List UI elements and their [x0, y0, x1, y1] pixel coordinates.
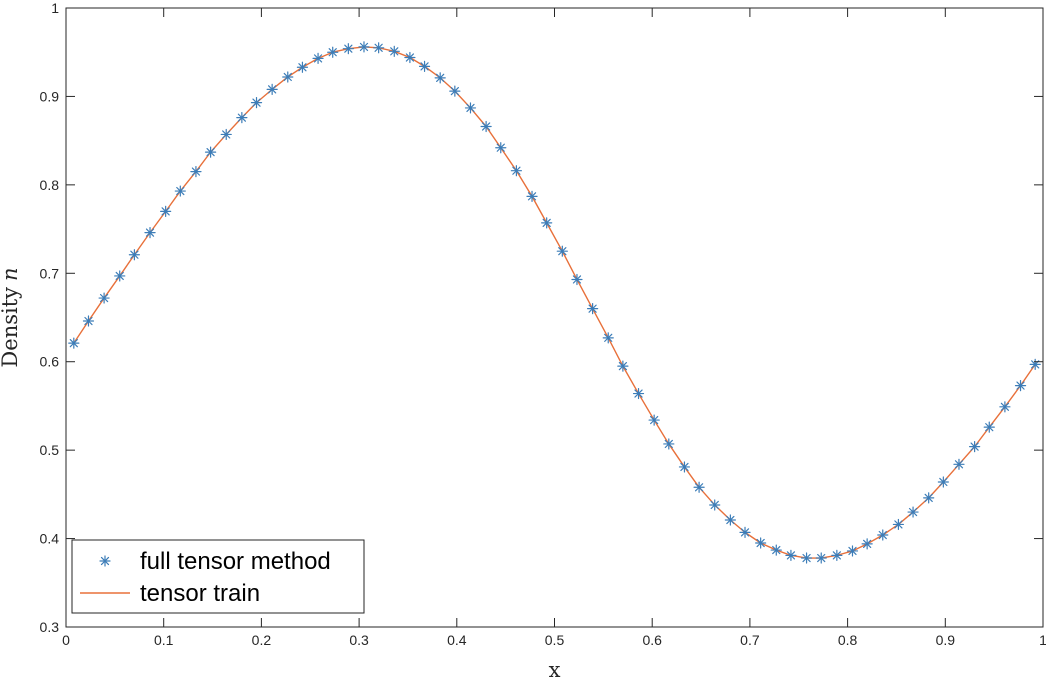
- y-tick-label: 0.3: [40, 619, 60, 635]
- data-point-full-tensor: [953, 458, 965, 470]
- data-point-full-tensor: [1014, 379, 1027, 392]
- y-axis-label-text: Density: [0, 287, 22, 368]
- data-point-full-tensor: [250, 97, 263, 109]
- x-tick-label: 0.9: [936, 632, 956, 648]
- data-point-full-tensor: [82, 315, 95, 327]
- data-point-full-tensor: [526, 190, 538, 202]
- x-tick-label: 1: [1039, 632, 1046, 648]
- x-tick-label: 0.5: [545, 632, 565, 648]
- y-axis-label: Density n: [0, 267, 22, 367]
- data-point-full-tensor: [770, 544, 782, 556]
- series-layer: [68, 41, 1041, 564]
- series-line-tensor-train: [73, 46, 1036, 559]
- data-point-full-tensor: [983, 421, 995, 433]
- data-point-full-tensor: [969, 441, 981, 453]
- data-point-full-tensor: [556, 245, 568, 257]
- data-point-full-tensor: [327, 46, 339, 58]
- data-point-full-tensor: [128, 249, 140, 261]
- x-tick-label: 0: [62, 632, 70, 648]
- data-point-full-tensor: [602, 332, 614, 344]
- data-point-full-tensor: [739, 526, 751, 538]
- tick-labels-layer: 0 0.1 0.2 0.3 0.4 0.5 0.6 0.7 0.8 0.9 1 0.3 0.4 0.5 0.…: [40, 0, 1046, 648]
- data-point-full-tensor: [190, 165, 202, 178]
- y-tick-label: 0.9: [40, 88, 60, 104]
- data-point-full-tensor: [68, 337, 80, 349]
- data-point-full-tensor: [831, 549, 843, 561]
- data-point-full-tensor: [678, 461, 691, 473]
- legend-asterisk: [99, 555, 111, 567]
- data-point-full-tensor: [999, 401, 1011, 413]
- data-point-full-tensor: [755, 537, 767, 549]
- data-point-full-tensor: [785, 549, 797, 561]
- data-point-full-tensor: [418, 60, 431, 72]
- y-tick-label: 0.4: [40, 531, 60, 547]
- plot-area: [66, 8, 1043, 627]
- legend-box: [71, 539, 365, 614]
- y-tick-label: 1: [51, 0, 59, 16]
- data-point-full-tensor: [815, 552, 827, 564]
- data-point-full-tensor: [923, 492, 935, 504]
- data-point-full-tensor: [648, 414, 660, 426]
- data-point-full-tensor: [617, 360, 629, 372]
- data-point-full-tensor: [282, 71, 294, 83]
- data-point-full-tensor: [98, 292, 110, 304]
- data-point-full-tensor: [907, 506, 919, 518]
- data-point-full-tensor: [449, 85, 461, 97]
- x-tick-label: 0.8: [838, 632, 858, 648]
- data-point-full-tensor: [937, 476, 949, 488]
- data-point-full-tensor: [358, 41, 370, 53]
- y-tick-label: 0.6: [40, 354, 60, 370]
- x-tick-label: 0.2: [252, 632, 272, 648]
- data-point-full-tensor: [861, 538, 873, 550]
- legend: full tensor method tensor train: [71, 539, 365, 614]
- data-point-full-tensor: [480, 120, 492, 133]
- data-point-full-tensor: [800, 552, 813, 564]
- data-point-full-tensor: [373, 42, 385, 54]
- x-tick-label: 0.4: [447, 632, 467, 648]
- legend-label-tensor-train: tensor train: [140, 580, 260, 607]
- data-point-full-tensor: [342, 43, 354, 55]
- x-tick-label: 0.3: [349, 632, 369, 648]
- data-point-full-tensor: [495, 142, 507, 154]
- data-point-full-tensor: [220, 128, 232, 141]
- data-point-full-tensor: [144, 227, 156, 239]
- data-point-full-tensor: [709, 499, 721, 511]
- data-point-full-tensor: [160, 205, 172, 217]
- y-axis-label-symbol: n: [0, 267, 22, 281]
- data-point-full-tensor: [587, 303, 599, 315]
- data-point-full-tensor: [204, 146, 217, 158]
- data-point-full-tensor: [877, 529, 889, 541]
- data-point-full-tensor: [388, 45, 400, 57]
- data-point-full-tensor: [693, 481, 705, 493]
- axes-box: [65, 7, 1044, 628]
- data-point-full-tensor: [1029, 358, 1041, 370]
- data-point-full-tensor: [571, 273, 583, 286]
- y-tick-label: 0.8: [40, 177, 60, 193]
- data-point-full-tensor: [174, 185, 186, 197]
- data-point-full-tensor: [236, 112, 248, 124]
- data-point-full-tensor: [434, 72, 446, 84]
- data-point-full-tensor: [312, 52, 324, 65]
- legend-marker-full-tensor: [99, 555, 111, 567]
- data-point-full-tensor: [114, 270, 126, 282]
- data-point-full-tensor: [663, 438, 675, 450]
- data-point-full-tensor: [296, 61, 309, 73]
- data-point-full-tensor: [404, 51, 416, 64]
- data-point-full-tensor: [846, 545, 859, 557]
- x-tick-label: 0.6: [642, 632, 662, 648]
- y-tick-label: 0.5: [40, 442, 60, 458]
- legend-label-full-tensor: full tensor method: [140, 548, 331, 575]
- data-point-full-tensor: [541, 217, 553, 229]
- y-tick-label: 0.7: [40, 265, 60, 281]
- data-point-full-tensor: [724, 514, 736, 526]
- data-point-full-tensor: [510, 165, 522, 177]
- x-tick-label: 0.1: [154, 632, 174, 648]
- data-point-full-tensor: [464, 102, 477, 114]
- data-point-full-tensor: [892, 518, 905, 531]
- x-tick-label: 0.7: [740, 632, 760, 648]
- data-point-full-tensor: [266, 83, 278, 95]
- x-axis-label: x: [549, 658, 561, 679]
- data-point-full-tensor: [632, 387, 645, 400]
